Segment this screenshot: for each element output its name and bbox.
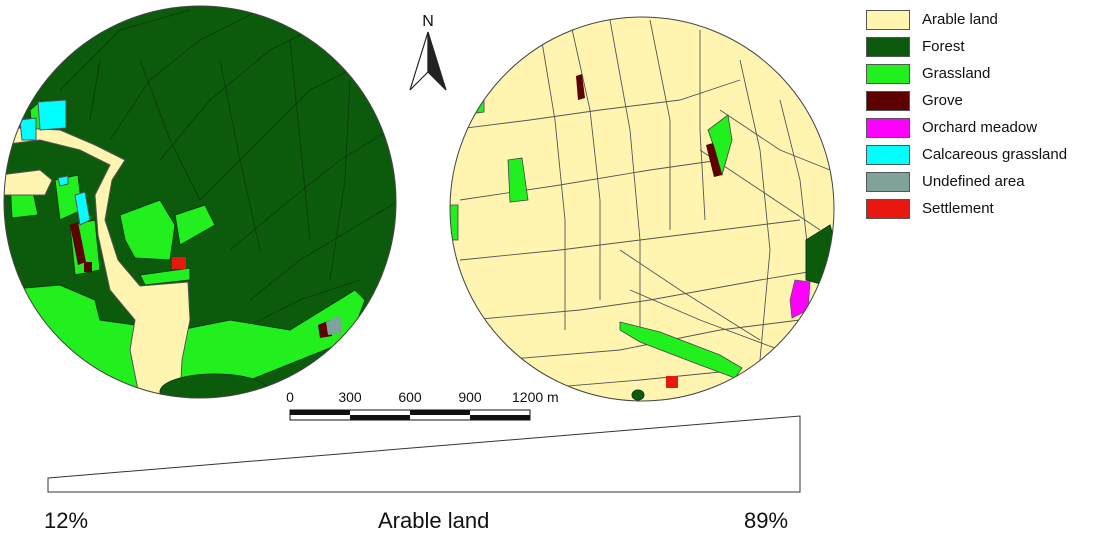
north-arrow-icon: N	[410, 13, 446, 90]
legend-item-calcareous-grassland: Calcareous grassland	[866, 143, 1112, 167]
legend-swatch	[866, 10, 910, 30]
legend-item-arable-land: Arable land	[866, 8, 1112, 32]
scale-tick-label: 600	[398, 389, 422, 405]
settlement-area	[666, 376, 678, 388]
settlement-area	[172, 257, 186, 269]
left-map	[0, 0, 400, 410]
legend-label: Grove	[922, 92, 963, 109]
gradient-center-label: Arable land	[378, 508, 489, 534]
gradient-wedge	[48, 416, 800, 492]
gradient-left-label: 12%	[44, 508, 88, 534]
legend-label: Grassland	[922, 65, 990, 82]
legend-swatch	[866, 64, 910, 84]
arable-land-area	[440, 10, 850, 420]
right-map	[440, 10, 850, 420]
legend-item-grassland: Grassland	[866, 62, 1112, 86]
legend-item-orchard-meadow: Orchard meadow	[866, 116, 1112, 140]
legend-swatch	[866, 91, 910, 111]
legend-label: Undefined area	[922, 173, 1025, 190]
north-label: N	[422, 13, 434, 30]
scale-tick-label: 900	[458, 389, 482, 405]
legend-swatch	[866, 37, 910, 57]
legend-item-settlement: Settlement	[866, 197, 1112, 221]
legend-label: Calcareous grassland	[922, 146, 1067, 163]
scale-bar: 0 300 600 900 1200 m	[286, 389, 559, 420]
legend-label: Arable land	[922, 11, 998, 28]
legend-label: Settlement	[922, 200, 994, 217]
legend-swatch	[866, 118, 910, 138]
legend-swatch	[866, 199, 910, 219]
legend-item-forest: Forest	[866, 35, 1112, 59]
legend-label: Orchard meadow	[922, 119, 1037, 136]
scale-tick-label: 1200 m	[512, 389, 559, 405]
legend-item-grove: Grove	[866, 89, 1112, 113]
legend-item-undefined-area: Undefined area	[866, 170, 1112, 194]
legend-swatch	[866, 172, 910, 192]
legend-label: Forest	[922, 38, 965, 55]
gradient-right-label: 89%	[744, 508, 788, 534]
legend-swatch	[866, 145, 910, 165]
forest-patch-bottom	[160, 374, 270, 410]
scale-tick-label: 300	[338, 389, 362, 405]
scale-tick-label: 0	[286, 389, 294, 405]
